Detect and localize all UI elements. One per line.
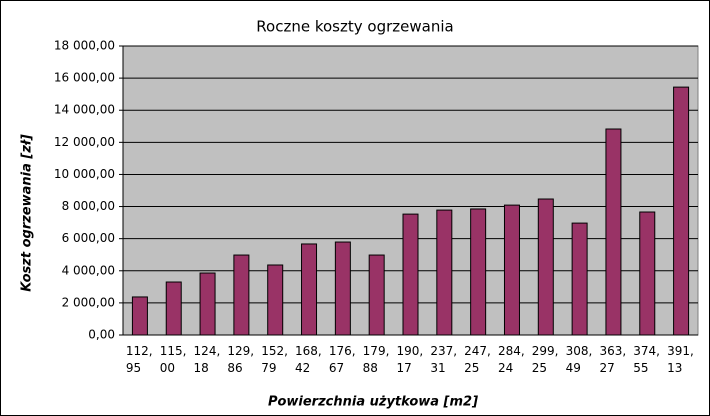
bar (199, 272, 216, 336)
y-tick-label: 0,00 (88, 328, 115, 342)
x-tick-label: 124, 18 (193, 344, 221, 375)
y-tick-label: 6 000,00 (62, 231, 115, 245)
x-tick-label: 176, 67 (328, 344, 356, 375)
y-tick-label: 14 000,00 (54, 103, 115, 117)
x-tick-label: 129, 86 (227, 344, 255, 375)
x-tick-label: 237, 31 (430, 344, 458, 375)
x-tick-label: 179, 88 (362, 344, 390, 375)
bar (537, 198, 554, 336)
bar (673, 86, 690, 336)
bar (571, 222, 588, 336)
chart-title: Roczne koszty ogrzewania (256, 18, 453, 36)
bar (503, 204, 520, 336)
y-tick-label: 8 000,00 (62, 199, 115, 213)
bar (605, 128, 622, 336)
x-axis-label: Powierzchnia użytkowa [m2] (268, 395, 478, 410)
bar (233, 254, 250, 336)
x-tick-label: 112, 95 (125, 344, 153, 375)
y-tick-label: 18 000,00 (54, 39, 115, 53)
x-tick-label: 115, 00 (159, 344, 187, 375)
y-tick-label: 4 000,00 (62, 263, 115, 277)
x-tick-label: 284, 24 (497, 344, 525, 375)
bar (131, 296, 148, 336)
y-tick-label: 2 000,00 (62, 295, 115, 309)
x-tick-label: 152, 79 (261, 344, 288, 375)
y-tick-label: 10 000,00 (54, 167, 115, 181)
bar (267, 264, 284, 336)
bar (402, 213, 419, 336)
bar (639, 211, 656, 336)
x-tick-label: 190, 17 (396, 344, 424, 375)
bar (301, 243, 318, 336)
x-tick-label: 308, 49 (565, 344, 593, 375)
x-tick-label: 374, 55 (633, 344, 660, 375)
x-tick-label: 168, 42 (295, 344, 322, 375)
bar (368, 254, 385, 336)
bar (334, 241, 351, 336)
y-tick-label: 16 000,00 (54, 71, 115, 85)
x-tick-label: 363, 27 (599, 344, 627, 375)
y-tick-label: 12 000,00 (54, 135, 115, 149)
bar (436, 209, 453, 336)
y-axis-label: Koszt ogrzewania [zł] (20, 134, 35, 292)
bar (470, 208, 487, 336)
x-tick-label: 247, 25 (464, 344, 491, 375)
x-tick-label: 299, 25 (531, 344, 559, 375)
x-tick-label: 391, 13 (667, 344, 694, 375)
bar (165, 281, 182, 336)
